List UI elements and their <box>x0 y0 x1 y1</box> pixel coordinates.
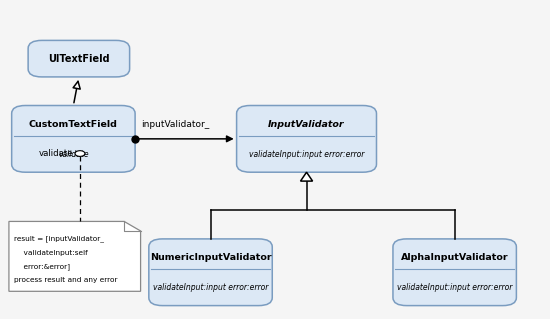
FancyBboxPatch shape <box>28 41 130 77</box>
Polygon shape <box>9 221 141 291</box>
Polygon shape <box>300 172 312 181</box>
FancyBboxPatch shape <box>236 106 377 172</box>
Text: AlphaInputValidator: AlphaInputValidator <box>401 253 509 262</box>
Text: validateInput:input error:error: validateInput:input error:error <box>153 283 268 292</box>
Text: InputValidator: InputValidator <box>268 120 345 129</box>
Text: error:&error]: error:&error] <box>14 263 70 270</box>
Text: validateInput:input error:error: validateInput:input error:error <box>397 283 513 292</box>
FancyBboxPatch shape <box>393 239 516 306</box>
Text: UITextField: UITextField <box>48 54 109 64</box>
FancyBboxPatch shape <box>149 239 272 306</box>
Text: process result and any error: process result and any error <box>14 277 118 283</box>
Text: result = [inputValidator_: result = [inputValidator_ <box>14 236 104 242</box>
Text: validateInput:self: validateInput:self <box>14 250 88 256</box>
Text: validateInput:input error:error: validateInput:input error:error <box>249 150 364 159</box>
Text: validate: validate <box>39 149 74 158</box>
Text: NumericInputValidator: NumericInputValidator <box>150 253 271 262</box>
FancyBboxPatch shape <box>12 106 135 172</box>
Text: CustomTextField: CustomTextField <box>29 120 118 129</box>
Text: validate: validate <box>58 150 89 159</box>
Circle shape <box>75 151 85 156</box>
Text: inputValidator_: inputValidator_ <box>141 120 209 129</box>
